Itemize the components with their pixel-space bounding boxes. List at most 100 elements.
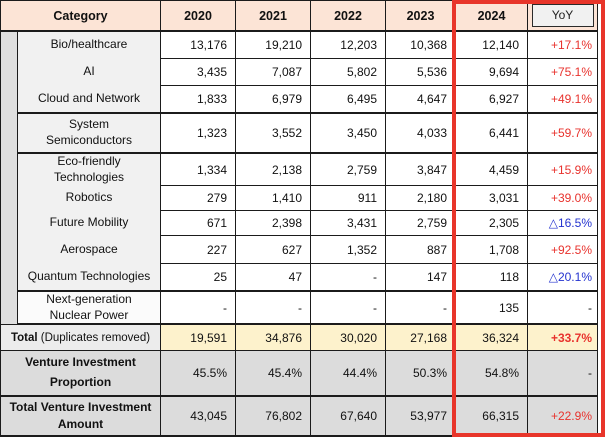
column-header-2020: 2020 [160, 0, 236, 32]
cell-2023: 10,368 [385, 30, 456, 59]
cell-2020: 13,176 [160, 30, 236, 59]
cell-2020: 1,323 [160, 112, 236, 154]
row-label: Cloud and Network [17, 85, 161, 114]
cell-2024: 135 [455, 290, 528, 326]
cell-2022: 1,352 [310, 235, 386, 264]
cell-2022: - [310, 290, 386, 326]
cell-2022: 44.4% [310, 350, 386, 398]
cell-2021: 2,398 [235, 210, 311, 236]
cell-2024: 6,441 [455, 112, 528, 154]
cell-2022: 6,495 [310, 85, 386, 114]
cell-2021: 19,210 [235, 30, 311, 59]
cell-2022: 3,431 [310, 210, 386, 236]
cell-2020: 279 [160, 185, 236, 211]
cell-2021: - [235, 290, 311, 326]
cell-2023: - [385, 290, 456, 326]
cell-2020: 1,833 [160, 85, 236, 114]
cell-yoy: - [527, 290, 598, 326]
cell-2024: 2,305 [455, 210, 528, 236]
cell-2024: 36,324 [455, 323, 528, 352]
cell-2021: 47 [235, 263, 311, 292]
cell-yoy: +59.7% [527, 112, 598, 154]
cell-2023: 4,033 [385, 112, 456, 154]
row-label: Bio/healthcare [17, 30, 161, 59]
table-row: Bio/healthcare 13,176 19,210 12,203 10,3… [0, 30, 598, 325]
table-row: Aerospace 227 627 1,352 887 1,708 +92.5% [1, 235, 598, 264]
cell-2020: 25 [160, 263, 236, 292]
cell-2022: 911 [310, 185, 386, 211]
column-header-2022: 2022 [310, 0, 386, 32]
cell-2020: 227 [160, 235, 236, 264]
table-row: System Semiconductors 1,323 3,552 3,450 … [1, 112, 598, 154]
cell-2024: 9,694 [455, 58, 528, 86]
cell-2022: 5,802 [310, 58, 386, 86]
cell-2022: 2,759 [310, 152, 386, 186]
cell-yoy: +75.1% [527, 58, 598, 86]
cell-yoy: +39.0% [527, 185, 598, 211]
cell-2021: 7,087 [235, 58, 311, 86]
row-label: Future Mobility [17, 210, 161, 236]
row-label: Eco-friendly Technologies [17, 152, 161, 186]
cell-2023: 2,759 [385, 210, 456, 236]
cell-2024: 12,140 [455, 30, 528, 59]
column-header-2021: 2021 [235, 0, 311, 32]
venture-investment-table: Category 2020 2021 2022 2023 2024 YoY Bi… [0, 0, 598, 438]
cell-2023: 4,647 [385, 85, 456, 114]
cell-2024: 3,031 [455, 185, 528, 211]
cell-2021: 1,410 [235, 185, 311, 211]
cell-2020: 19,591 [160, 323, 236, 352]
cell-2021: 76,802 [235, 395, 311, 438]
cell-2023: 53,977 [385, 395, 456, 438]
cell-2020: 45.5% [160, 350, 236, 398]
total-label-note: (Duplicates removed) [37, 331, 151, 344]
cell-yoy: +92.5% [527, 235, 598, 264]
cell-yoy: +22.9% [527, 395, 598, 438]
cell-2020: 43,045 [160, 395, 236, 438]
cell-yoy: △20.1% [527, 263, 598, 292]
cell-2021: 3,552 [235, 112, 311, 154]
column-header-category: Category [0, 0, 161, 32]
cell-2021: 34,876 [235, 323, 311, 352]
column-header-2023: 2023 [385, 0, 456, 32]
row-label: System Semiconductors [17, 112, 161, 154]
cell-2023: 887 [385, 235, 456, 264]
proportion-row: Venture Investment Proportion 45.5% 45.4… [0, 350, 598, 398]
header-row: Category 2020 2021 2022 2023 2024 YoY [0, 0, 598, 32]
cell-yoy: +15.9% [527, 152, 598, 186]
cell-2023: 5,536 [385, 58, 456, 86]
cell-2024: 4,459 [455, 152, 528, 186]
cell-2021: 2,138 [235, 152, 311, 186]
cell-2020: 671 [160, 210, 236, 236]
cell-2024: 54.8% [455, 350, 528, 398]
table-row: AI 3,435 7,087 5,802 5,536 9,694 +75.1% [1, 58, 598, 86]
cell-2023: 50.3% [385, 350, 456, 398]
cell-2022: 30,020 [310, 323, 386, 352]
cell-2020: 1,334 [160, 152, 236, 186]
cell-2024: 6,927 [455, 85, 528, 114]
amount-row-label: Total Venture Investment Amount [0, 395, 161, 438]
cell-2022: 3,450 [310, 112, 386, 154]
total-label-bold: Total [10, 331, 38, 344]
cell-2023: 3,847 [385, 152, 456, 186]
cell-2022: 67,640 [310, 395, 386, 438]
table-row: Cloud and Network 1,833 6,979 6,495 4,64… [1, 85, 598, 114]
cell-yoy: +33.7% [527, 323, 598, 352]
cell-2020: 3,435 [160, 58, 236, 86]
total-row-label: Total (Duplicates removed) [0, 323, 161, 352]
table-row: Robotics 279 1,410 911 2,180 3,031 +39.0… [1, 185, 598, 211]
table-row: Eco-friendly Technologies 1,334 2,138 2,… [1, 152, 598, 186]
row-label: Next-generation Nuclear Power [17, 290, 161, 326]
cell-2024: 1,708 [455, 235, 528, 264]
cell-yoy: △16.5% [527, 210, 598, 236]
cell-2021: 627 [235, 235, 311, 264]
cell-2023: 147 [385, 263, 456, 292]
cell-2023: 27,168 [385, 323, 456, 352]
total-row: Total (Duplicates removed) 19,591 34,876… [0, 323, 598, 352]
cell-2021: 45.4% [235, 350, 311, 398]
cell-yoy: +17.1% [527, 30, 598, 59]
cell-2024: 66,315 [455, 395, 528, 438]
row-label: Robotics [17, 185, 161, 211]
table-row: Future Mobility 671 2,398 3,431 2,759 2,… [1, 210, 598, 236]
table-row: Next-generation Nuclear Power - - - - 13… [1, 290, 598, 326]
column-header-yoy: YoY [527, 0, 598, 32]
